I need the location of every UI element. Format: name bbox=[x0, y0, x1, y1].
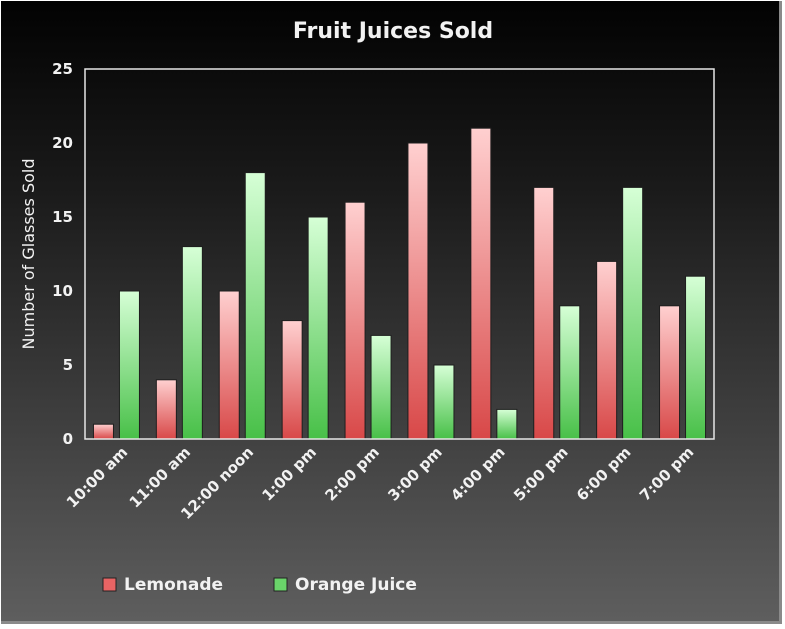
bar-lemonade bbox=[155, 379, 177, 440]
bar-orange-juice bbox=[622, 186, 644, 440]
y-axis-label: Number of Glasses Sold bbox=[19, 159, 38, 350]
y-axis-ticks: 0 5 10 15 20 25 bbox=[52, 60, 73, 448]
legend-swatch bbox=[273, 577, 288, 592]
bar-lemonade bbox=[281, 320, 303, 440]
x-tick-label: 5:00 pm bbox=[510, 443, 571, 504]
legend-label: Orange Juice bbox=[295, 575, 417, 595]
bars-group bbox=[92, 127, 707, 440]
legend-swatch bbox=[102, 577, 117, 592]
x-tick-label: 3:00 pm bbox=[384, 443, 445, 504]
y-tick-label: 5 bbox=[63, 356, 73, 374]
bar-orange-juice bbox=[685, 275, 707, 440]
bar-lemonade bbox=[92, 423, 114, 440]
y-tick-label: 10 bbox=[52, 282, 73, 300]
x-tick-label: 2:00 pm bbox=[321, 443, 382, 504]
x-tick-label: 7:00 pm bbox=[636, 443, 697, 504]
chart-title: Fruit Juices Sold bbox=[293, 19, 493, 44]
bar-lemonade bbox=[470, 127, 492, 440]
plot-area-border bbox=[84, 68, 715, 440]
bar-orange-juice bbox=[433, 364, 455, 440]
bar-orange-juice bbox=[496, 408, 518, 440]
y-tick-label: 15 bbox=[52, 208, 73, 226]
chart-svg: Fruit Juices Sold Number of Glasses Sold… bbox=[19, 19, 715, 595]
bar-orange-juice bbox=[181, 246, 203, 440]
bar-lemonade bbox=[533, 186, 555, 440]
bar-lemonade bbox=[596, 260, 618, 440]
x-tick-label: 11:00 am bbox=[126, 443, 194, 511]
x-tick-label: 1:00 pm bbox=[259, 443, 320, 504]
bar-lemonade bbox=[659, 305, 681, 440]
bar-orange-juice bbox=[307, 216, 329, 440]
bar-orange-juice bbox=[370, 334, 392, 440]
bar-lemonade bbox=[344, 201, 366, 440]
y-tick-label: 0 bbox=[63, 430, 73, 448]
x-tick-label: 4:00 pm bbox=[447, 443, 508, 504]
y-tick-label: 20 bbox=[52, 134, 73, 152]
bar-orange-juice bbox=[244, 172, 266, 440]
bar-orange-juice bbox=[118, 290, 140, 440]
bar-orange-juice bbox=[559, 305, 581, 440]
y-tick-label: 25 bbox=[52, 60, 73, 78]
bar-lemonade bbox=[407, 142, 429, 440]
legend-label: Lemonade bbox=[124, 575, 223, 595]
legend: Lemonade Orange Juice bbox=[102, 575, 417, 595]
bar-lemonade bbox=[218, 290, 240, 440]
x-tick-label: 6:00 pm bbox=[573, 443, 634, 504]
x-tick-label: 10:00 am bbox=[63, 443, 131, 511]
